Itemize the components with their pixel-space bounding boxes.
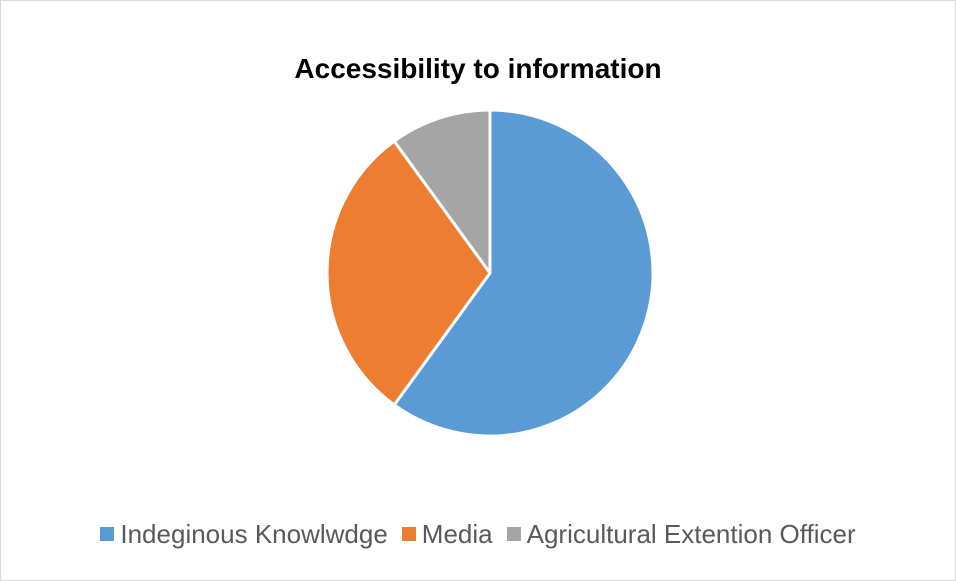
chart-legend: Indeginous Knowlwdge Media Agricultural Ex… xyxy=(1,516,955,552)
chart-title: Accessibility to information xyxy=(294,53,662,84)
legend-swatch xyxy=(100,527,115,541)
legend-label: Agricultural Extention Officer xyxy=(526,519,856,549)
legend-item: Indeginous Knowlwdge xyxy=(100,516,388,552)
legend-label: Media xyxy=(421,519,493,549)
pie-slice-media xyxy=(325,139,492,407)
pie-slice-agricultural-extention-officer xyxy=(392,108,492,275)
legend-label: Indeginous Knowlwdge xyxy=(120,519,388,549)
legend-item: Media xyxy=(401,516,493,552)
pie-slice-indeginous-knowlwdge xyxy=(392,108,655,438)
legend-swatch xyxy=(506,527,521,541)
legend-item: Agricultural Extention Officer xyxy=(506,516,856,552)
legend-swatch xyxy=(401,527,416,541)
